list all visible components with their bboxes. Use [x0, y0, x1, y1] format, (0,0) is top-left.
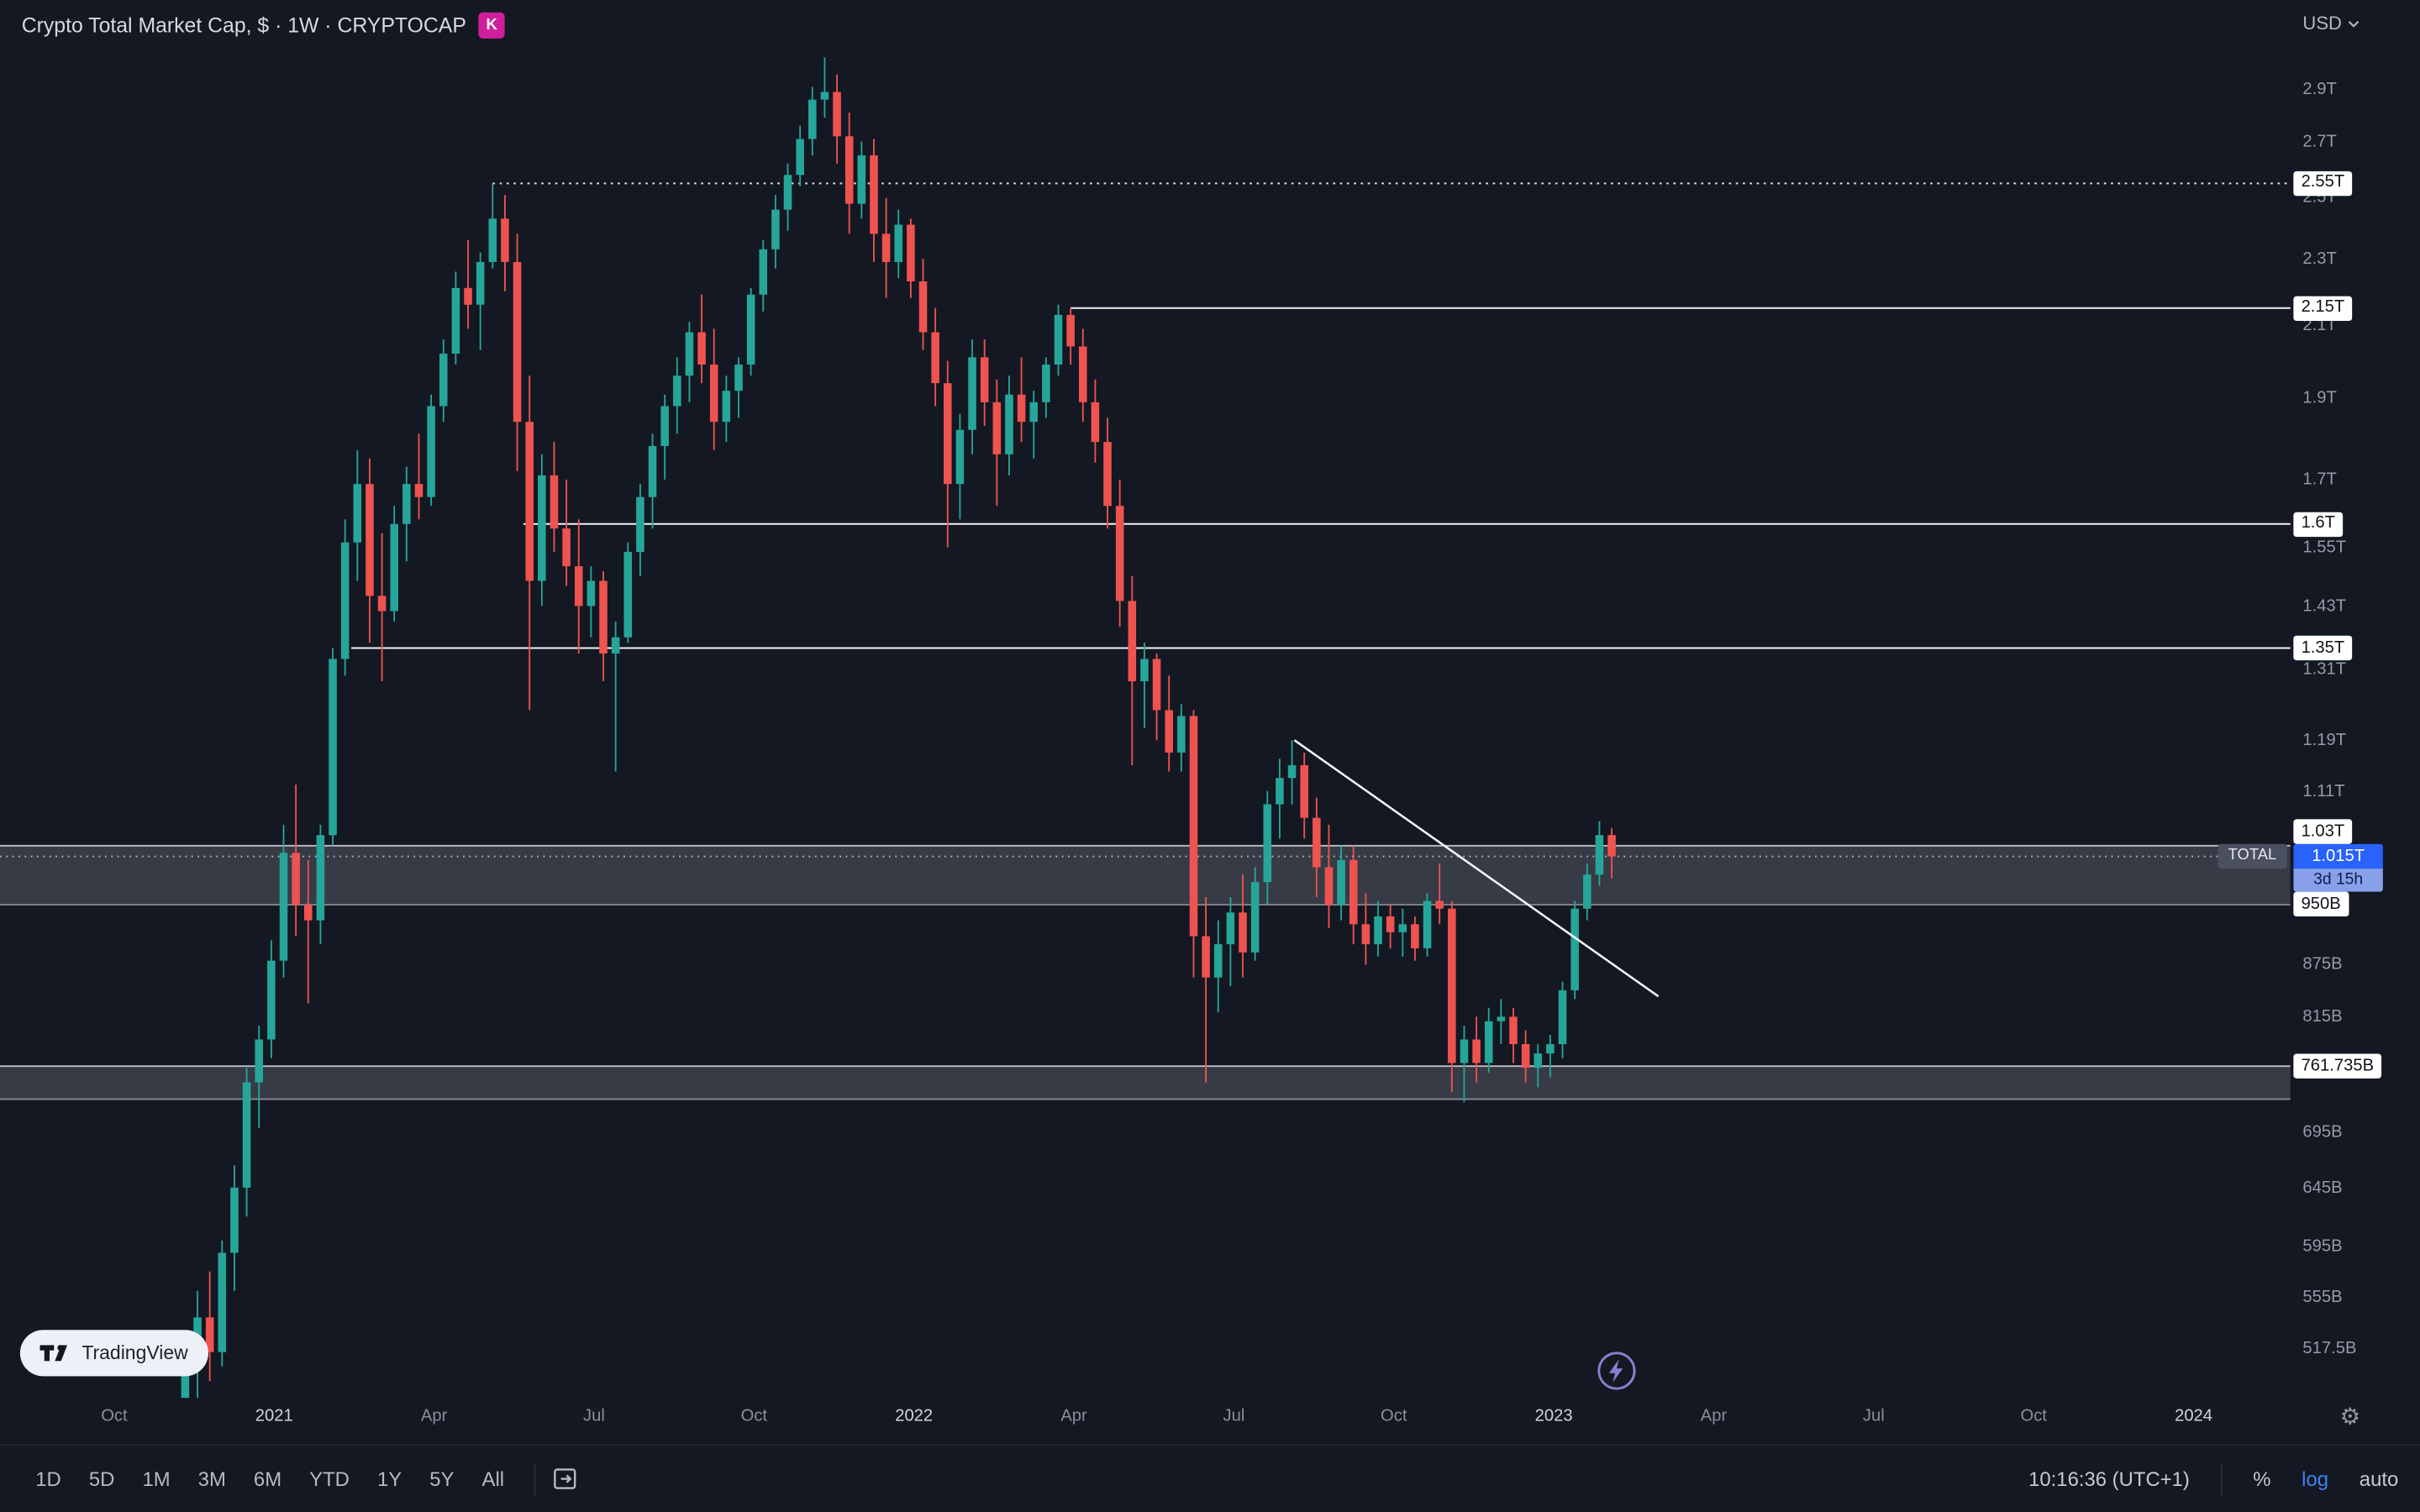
cryptocap-logo-icon: K [478, 12, 505, 39]
price-axis-tick: 2.1T [2302, 316, 2337, 335]
bar-close-countdown: 3d 15h [2293, 869, 2383, 892]
tradingview-logo-icon [39, 1345, 68, 1362]
trendline[interactable] [1293, 739, 1660, 998]
bottom-toolbar: 1D 5D 1M 3M 6M YTD 1Y 5Y All 10:16:36 (UTC+1) % … [0, 1444, 2420, 1512]
time-axis-label: Apr [1700, 1407, 1728, 1426]
price-axis-tick: 1.31T [2302, 660, 2347, 680]
time-axis-label: 2024 [2175, 1407, 2213, 1426]
price-axis-tick: 555B [2302, 1288, 2343, 1307]
price-axis-tick: 1.11T [2302, 781, 2345, 801]
log-scale-button[interactable]: log [2302, 1467, 2329, 1491]
price-axis-tick: 1.43T [2302, 596, 2347, 616]
date-range-buttons: 1D 5D 1M 3M 6M YTD 1Y 5Y All [22, 1462, 518, 1495]
percent-scale-button[interactable]: % [2253, 1467, 2271, 1491]
time-axis-label: Apr [1060, 1407, 1087, 1426]
price-axis-tick: 1.9T [2302, 389, 2337, 408]
price-axis-tick: 1.19T [2302, 731, 2347, 750]
time-axis-label: Oct [101, 1407, 128, 1426]
time-axis-label: 2022 [895, 1407, 934, 1426]
clock[interactable]: 10:16:36 (UTC+1) [2028, 1467, 2190, 1491]
price-chart[interactable] [0, 0, 2420, 1399]
time-axis-label: Jul [1223, 1407, 1245, 1426]
price-level-label: 1.6T [2293, 512, 2344, 537]
price-axis[interactable]: 2.9T 2.7T 2.5T 2.3T 2.1T 1.9T 1.7T 1.55T 1.43T 1.… [2291, 0, 2420, 1398]
price-level-label: 2.15T [2293, 296, 2353, 321]
currency-label: USD [2302, 12, 2342, 34]
time-axis-label: Jul [1862, 1407, 1885, 1426]
toolbar-divider [533, 1463, 535, 1494]
time-axis-label: Jul [583, 1407, 605, 1426]
time-axis-label: 2023 [1534, 1407, 1573, 1426]
price-axis-tick: 1.7T [2302, 470, 2337, 490]
range-button-5d[interactable]: 5D [88, 1467, 115, 1491]
price-axis-tick: 595B [2302, 1237, 2343, 1257]
toolbar-right-group: 10:16:36 (UTC+1) % log auto [2028, 1463, 2398, 1494]
price-axis-tick: 695B [2302, 1123, 2343, 1142]
symbol-legend[interactable]: Crypto Total Market Cap, $ · 1W · CRYPTO… [21, 12, 505, 39]
range-button-ytd[interactable]: YTD [309, 1467, 350, 1491]
watermark-label: TradingView [82, 1341, 188, 1364]
realtime-data-icon[interactable] [1596, 1350, 1638, 1399]
price-axis-tick: 815B [2302, 1007, 2343, 1026]
price-axis-tick: 645B [2302, 1178, 2343, 1197]
supply-demand-zones[interactable] [0, 844, 2291, 1100]
price-level-label: 1.35T [2293, 635, 2353, 661]
range-button-3m[interactable]: 3M [197, 1467, 226, 1491]
horizontal-level-lines[interactable] [350, 182, 2291, 649]
current-price-value: 1.015T [2293, 843, 2383, 869]
price-axis-tick: 2.9T [2302, 80, 2337, 99]
range-button-all[interactable]: All [481, 1467, 505, 1491]
current-price-label: 1.015T 3d 15h [2293, 843, 2383, 892]
range-button-1d[interactable]: 1D [35, 1467, 61, 1491]
time-axis-label: Oct [1381, 1407, 1407, 1426]
gear-icon[interactable]: ⚙︎ [2339, 1404, 2361, 1431]
price-axis-tick: 875B [2302, 955, 2343, 974]
time-axis-label: Oct [740, 1407, 768, 1426]
range-button-6m[interactable]: 6M [253, 1467, 282, 1491]
auto-scale-button[interactable]: auto [2359, 1467, 2399, 1491]
candlestick-series [181, 57, 1616, 1399]
range-button-5y[interactable]: 5Y [429, 1467, 455, 1491]
chevron-down-icon [2349, 20, 2360, 27]
price-level-label: 761.735B [2293, 1053, 2382, 1079]
currency-dropdown[interactable]: USD [2302, 13, 2360, 34]
range-button-1y[interactable]: 1Y [376, 1467, 402, 1491]
go-to-date-icon[interactable] [550, 1464, 580, 1494]
price-axis-tick: 2.7T [2302, 132, 2337, 151]
range-button-1m[interactable]: 1M [142, 1467, 171, 1491]
price-axis-tick: 517.5B [2302, 1339, 2357, 1358]
time-axis-label: 2021 [255, 1407, 293, 1426]
price-level-label: 1.03T [2293, 819, 2353, 844]
symbol-title[interactable]: Crypto Total Market Cap, $ · 1W · CRYPTO… [21, 13, 466, 38]
price-axis-tick: 1.55T [2302, 538, 2347, 557]
toolbar-divider [2220, 1463, 2223, 1494]
price-level-label: 950B [2293, 891, 2349, 917]
time-axis[interactable]: ⚙︎ Oct 2021 Apr Jul Oct 2022 Apr Jul Oct 2023 Apr J… [0, 1398, 2420, 1444]
symbol-price-tag: TOTAL [2217, 843, 2288, 869]
time-axis-label: Oct [2020, 1407, 2047, 1426]
tradingview-watermark[interactable]: TradingView [19, 1330, 208, 1377]
time-axis-label: Apr [420, 1407, 448, 1426]
price-axis-tick: 2.3T [2302, 249, 2337, 269]
price-level-label: 2.55T [2293, 171, 2353, 197]
